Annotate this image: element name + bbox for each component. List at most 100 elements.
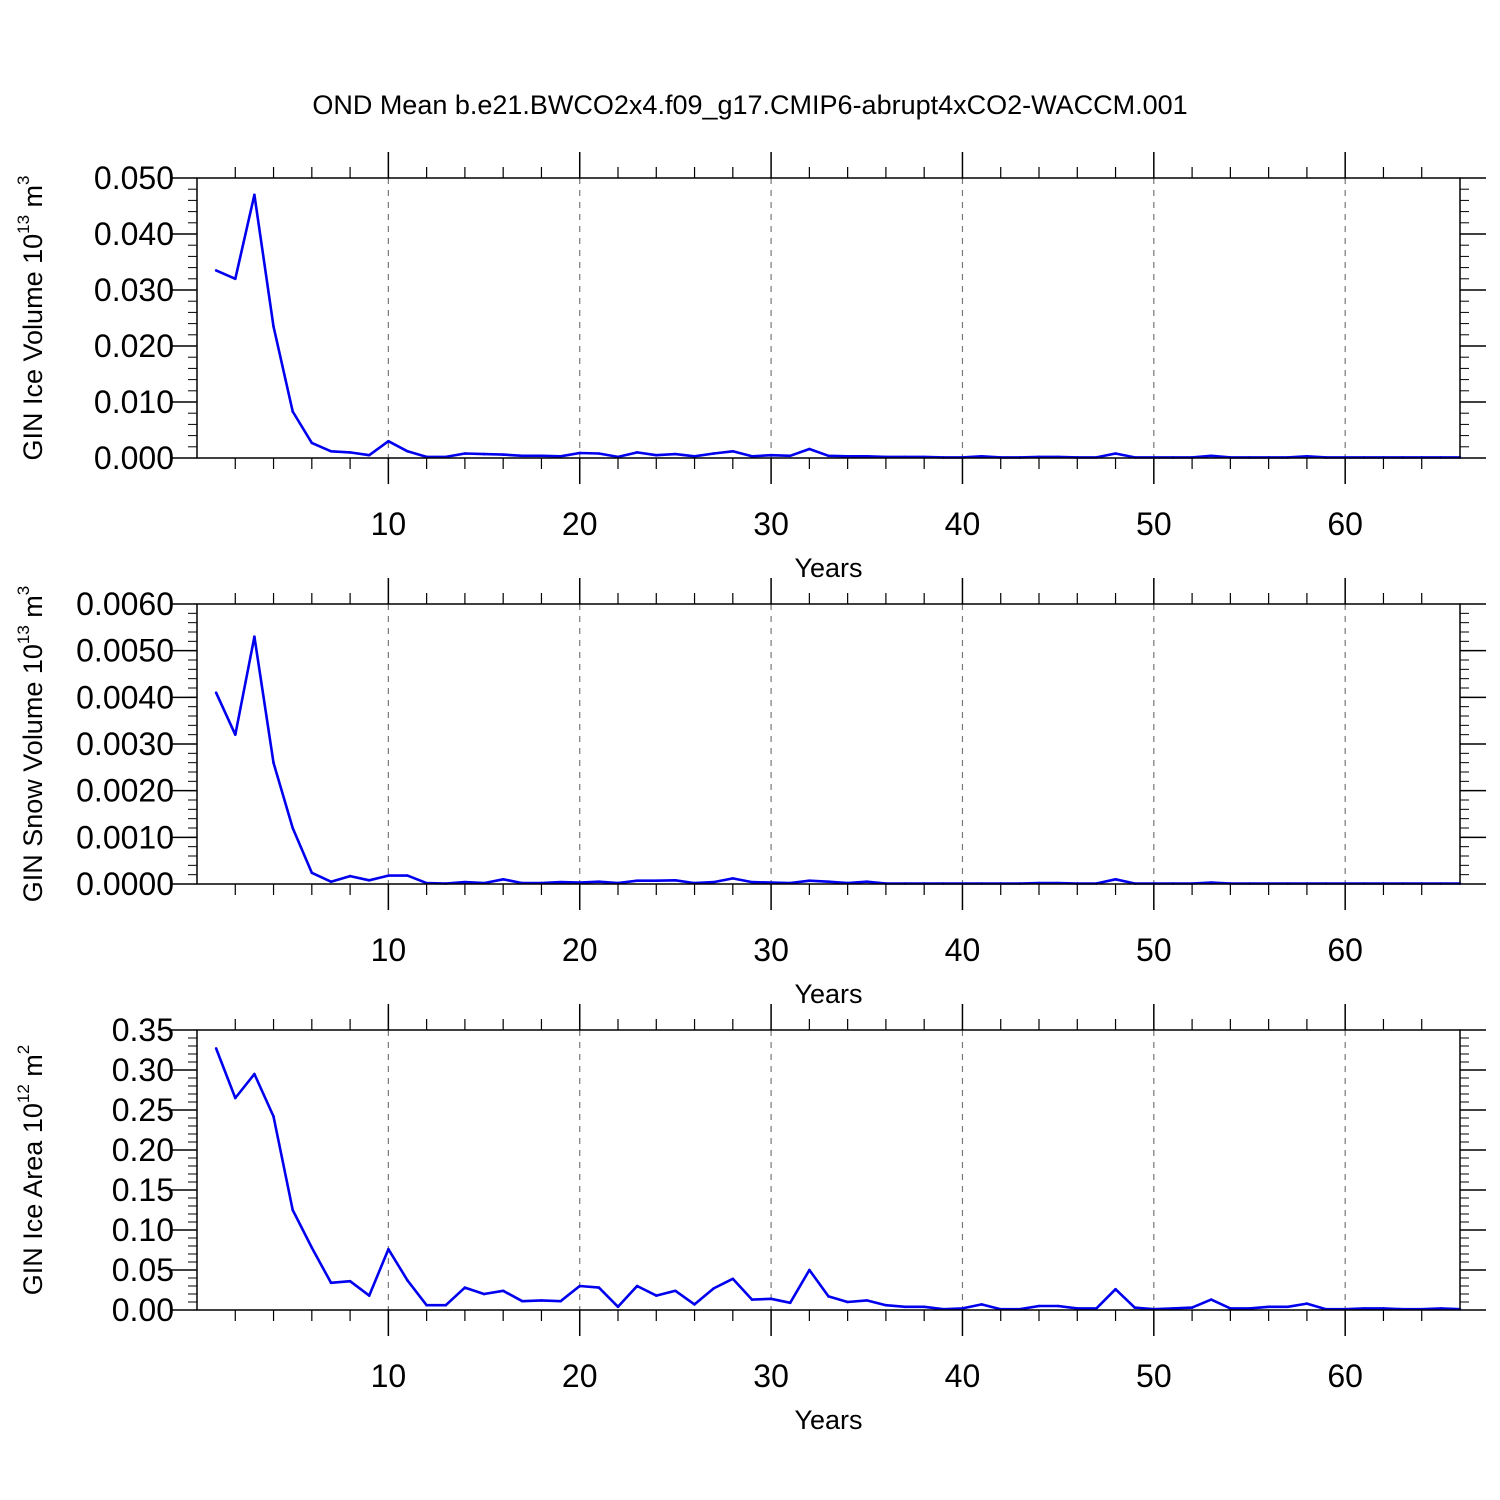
data-point [1286, 1305, 1290, 1309]
y-axis-label: GIN Ice Area 1012 m2 [14, 1045, 48, 1296]
data-point [1095, 1307, 1098, 1310]
data-point [635, 451, 639, 454]
data-point [674, 878, 677, 882]
series-line [215, 193, 1460, 459]
y-tick-label: 0.35 [112, 1012, 174, 1048]
y-tick-label: 0.010 [94, 384, 174, 420]
y-tick-label: 0.0020 [76, 773, 174, 809]
x-tick-label: 20 [562, 1358, 598, 1394]
data-point [1363, 1307, 1366, 1310]
data-point [1190, 1306, 1194, 1309]
y-tick-label: 0.25 [112, 1092, 174, 1128]
data-point [731, 449, 735, 453]
x-tick-label: 40 [945, 1358, 981, 1394]
x-tick-label: 50 [1136, 932, 1172, 968]
data-point [463, 880, 467, 884]
data-point [406, 1279, 409, 1282]
data-point [406, 874, 409, 877]
data-point [865, 455, 869, 458]
data-point [1209, 1298, 1213, 1301]
data-point [1075, 1307, 1079, 1310]
data-point [884, 1303, 888, 1307]
data-point [1114, 452, 1117, 455]
y-tick-label: 0.0030 [76, 726, 174, 762]
data-point [922, 1305, 926, 1309]
x-tick-label: 50 [1136, 506, 1172, 542]
plot-frame [196, 1029, 1461, 1311]
data-point [310, 871, 314, 875]
data-point [1171, 1307, 1175, 1310]
data-point [501, 1289, 505, 1293]
data-point [750, 880, 754, 884]
data-point [597, 880, 601, 883]
y-tick-label: 0.040 [94, 216, 174, 252]
data-point [272, 325, 275, 328]
x-tick-label: 10 [371, 506, 407, 542]
data-point [367, 1294, 371, 1297]
y-tick-label: 0.000 [94, 440, 174, 476]
data-point [1037, 1304, 1041, 1308]
data-point [961, 1307, 964, 1310]
x-tick-label: 30 [753, 932, 789, 968]
y-tick-label: 0.10 [112, 1212, 174, 1248]
x-tick-label: 50 [1136, 1358, 1172, 1394]
y-axis-label: GIN Snow Volume 1013 m3 [14, 586, 48, 903]
data-point [291, 1208, 294, 1212]
data-point [788, 454, 792, 458]
chart-panel-3: 10 20 30 40 50 60 0.00 0.05 0.10 0.15 0.20 0.25 0.30… [14, 1004, 1486, 1435]
x-tick-label: 40 [945, 506, 981, 542]
x-tick-label: 60 [1327, 1358, 1363, 1394]
data-point [980, 455, 983, 458]
data-point [750, 455, 754, 458]
plot-frame [196, 603, 1461, 885]
chart-panel-2: 10 20 30 40 50 60 0.0000 0.0010 0.0020 0.0030 0.00… [14, 578, 1486, 1009]
data-point [654, 453, 658, 457]
data-point [253, 635, 256, 638]
chart-title: OND Mean b.e21.BWCO2x4.f09_g17.CMIP6-abr… [312, 90, 1187, 120]
x-tick-label: 60 [1327, 506, 1363, 542]
data-point [559, 880, 562, 884]
data-point [501, 878, 505, 881]
data-point [808, 447, 811, 451]
y-tick-label: 0.30 [112, 1052, 174, 1088]
y-tick-label: 0.020 [94, 328, 174, 364]
data-point [769, 1297, 773, 1301]
data-point [233, 733, 237, 736]
x-tick-label: 30 [753, 506, 789, 542]
data-point [521, 454, 524, 458]
data-point [654, 1294, 658, 1297]
data-point [348, 451, 352, 454]
data-point [788, 1301, 792, 1305]
data-point [1305, 455, 1309, 458]
data-point [463, 452, 467, 455]
data-point [214, 691, 218, 694]
data-point [387, 874, 390, 877]
data-point [1382, 1307, 1385, 1310]
data-point [635, 879, 639, 883]
data-point [731, 877, 735, 880]
x-tick-label: 10 [371, 932, 407, 968]
data-point [712, 452, 715, 455]
y-tick-label: 0.0000 [76, 866, 174, 902]
data-point [406, 449, 409, 453]
data-point [387, 439, 390, 443]
data-point [654, 879, 658, 883]
y-tick-label: 0.030 [94, 272, 174, 308]
data-point [750, 1298, 754, 1301]
data-point [865, 880, 869, 883]
y-tick-label: 0.0060 [76, 586, 174, 622]
x-axis-label: Years [794, 979, 862, 1009]
data-point [233, 1096, 237, 1100]
data-point [578, 451, 582, 455]
data-point [1114, 878, 1117, 881]
data-point [808, 879, 811, 883]
data-point [348, 1279, 352, 1283]
data-point [597, 452, 601, 455]
data-point [310, 1246, 314, 1249]
data-point [693, 1303, 696, 1306]
data-point [980, 1303, 983, 1306]
y-tick-label: 0.050 [94, 160, 174, 196]
series-line [214, 1047, 1461, 1311]
data-point [827, 454, 830, 458]
